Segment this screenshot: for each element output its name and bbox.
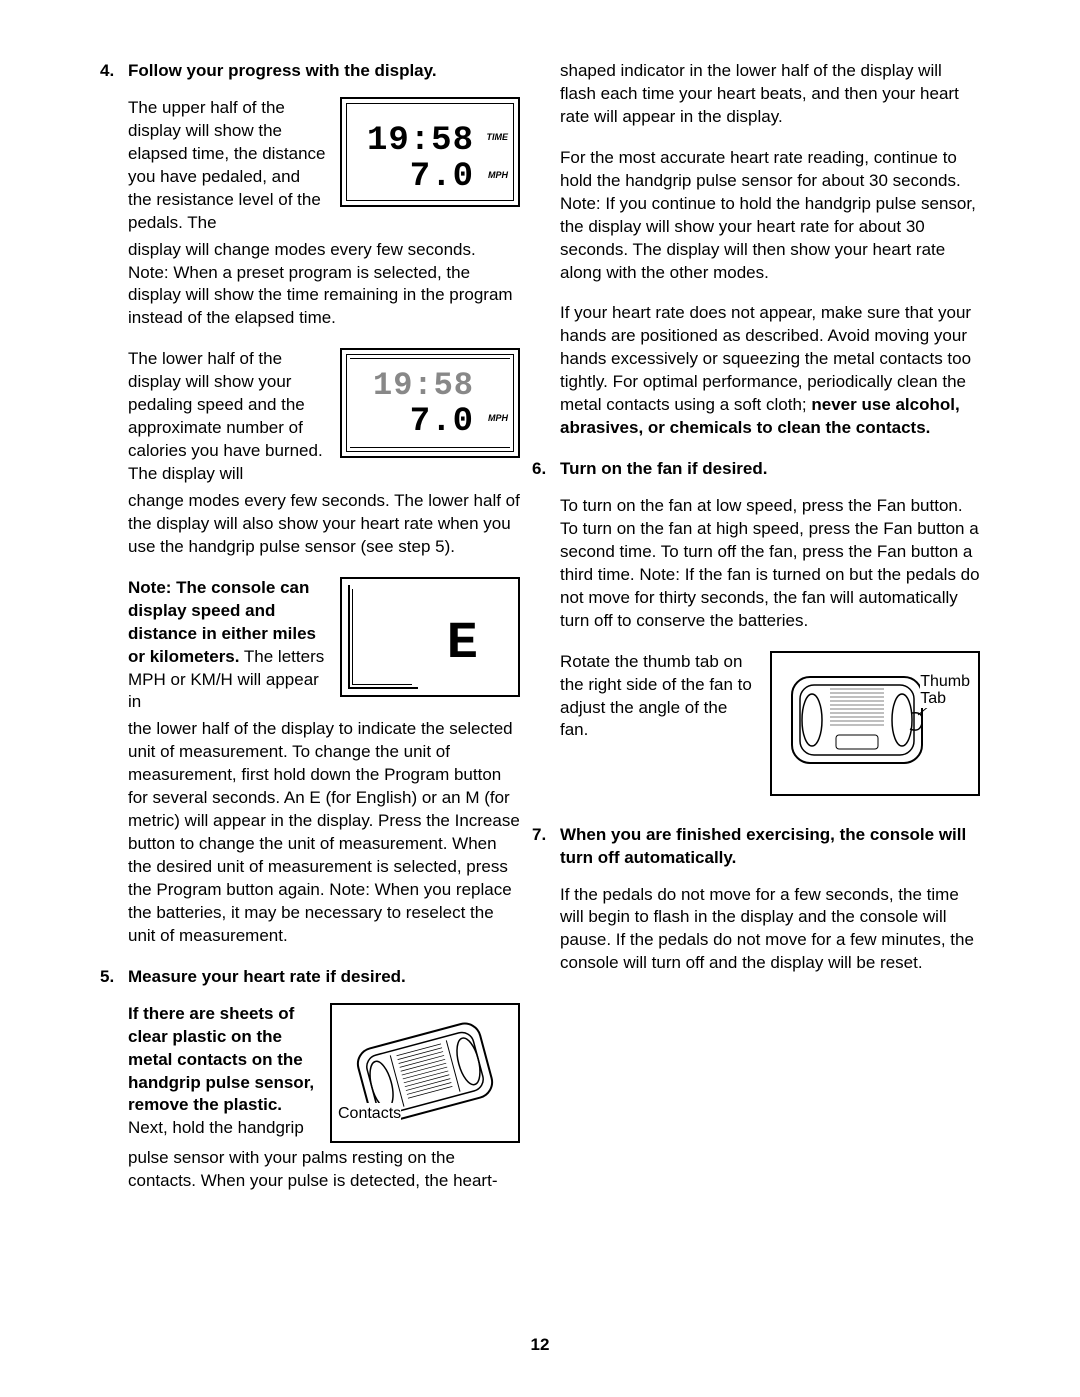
right-cont-3: If your heart rate does not appear, make… bbox=[560, 302, 980, 440]
step-7-heading: 7. When you are finished exercising, the… bbox=[532, 824, 980, 870]
step-4-block-2: The lower half of the display will show … bbox=[128, 348, 520, 486]
contacts-label: Contacts bbox=[338, 1103, 401, 1125]
lcd-mph-label: MPH bbox=[488, 169, 508, 181]
step-4-block-1: The upper half of the display will show … bbox=[128, 97, 520, 235]
step-5-p1b: pulse sensor with your palms resting on … bbox=[128, 1147, 520, 1193]
display-figure-e: E bbox=[340, 577, 520, 697]
step-5-block-1: If there are sheets of clear plastic on … bbox=[128, 1003, 520, 1143]
display-figure-1: 19:58 TIME 7.0 MPH bbox=[340, 97, 520, 207]
step-5-p1a: If there are sheets of clear plastic on … bbox=[128, 1003, 318, 1143]
step-4-p1a: The upper half of the display will show … bbox=[128, 97, 328, 235]
right-cont-2: For the most accurate heart rate reading… bbox=[560, 147, 980, 285]
step-4-title: Follow your progress with the display. bbox=[128, 60, 437, 83]
step-6-number: 6. bbox=[532, 458, 560, 481]
step-5-number: 5. bbox=[100, 966, 128, 989]
step-7-number: 7. bbox=[532, 824, 560, 870]
right-cont-1: shaped indicator in the lower half of th… bbox=[560, 60, 980, 129]
step-4-p3b: the lower half of the display to indicat… bbox=[128, 718, 520, 947]
step-6-p1: To turn on the fan at low speed, press t… bbox=[560, 495, 980, 633]
lcd2-label: MPH bbox=[488, 412, 508, 424]
left-column: 4. Follow your progress with the display… bbox=[100, 60, 520, 1211]
fan-figure: Thumb Tab bbox=[770, 651, 980, 796]
step-4-p2a: The lower half of the display will show … bbox=[128, 348, 328, 486]
page-columns: 4. Follow your progress with the display… bbox=[100, 60, 980, 1211]
step-5-p1a-rest: Next, hold the handgrip bbox=[128, 1118, 304, 1137]
lcd-time-label: TIME bbox=[487, 131, 509, 143]
step-4-heading: 4. Follow your progress with the display… bbox=[100, 60, 520, 83]
step-4-number: 4. bbox=[100, 60, 128, 83]
page-number: 12 bbox=[0, 1334, 1080, 1357]
step-5-heading: 5. Measure your heart rate if desired. bbox=[100, 966, 520, 989]
glyph-e: E bbox=[447, 609, 478, 679]
right-column: shaped indicator in the lower half of th… bbox=[560, 60, 980, 1211]
step-7-title: When you are finished exercising, the co… bbox=[560, 824, 980, 870]
step-4-p2b: change modes every few seconds. The lowe… bbox=[128, 490, 520, 559]
step-6-heading: 6. Turn on the fan if desired. bbox=[532, 458, 980, 481]
step-6-block-2: Rotate the thumb tab on the right side o… bbox=[560, 651, 980, 796]
lcd-mph: 7.0 bbox=[410, 155, 474, 201]
step-5-p1a-bold: If there are sheets of clear plastic on … bbox=[128, 1004, 314, 1115]
step-5-title: Measure your heart rate if desired. bbox=[128, 966, 406, 989]
step-6-title: Turn on the fan if desired. bbox=[560, 458, 767, 481]
lcd2-bot: 7.0 bbox=[410, 400, 474, 446]
display-figure-2: 19:58 7.0 MPH bbox=[340, 348, 520, 458]
thumb-tab-label: Thumb Tab bbox=[920, 673, 970, 708]
step-6-p2a: Rotate the thumb tab on the right side o… bbox=[560, 651, 758, 796]
sensor-figure: Contacts bbox=[330, 1003, 520, 1143]
step-4-p1b: display will change modes every few seco… bbox=[128, 239, 520, 331]
step-4-block-3: Note: The console can display speed and … bbox=[128, 577, 520, 715]
step-4-p3a: Note: The console can display speed and … bbox=[128, 577, 328, 715]
step-7-p1: If the pedals do not move for a few seco… bbox=[560, 884, 980, 976]
